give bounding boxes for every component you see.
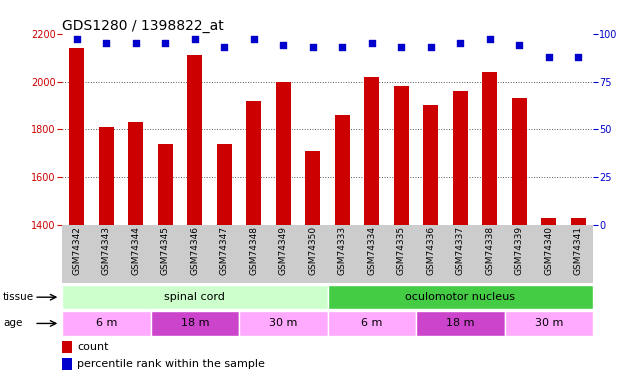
Point <box>396 44 406 50</box>
Text: GSM74343: GSM74343 <box>102 226 111 275</box>
Point <box>485 36 495 42</box>
Bar <box>416 311 504 336</box>
Point <box>544 54 554 60</box>
Text: age: age <box>3 318 22 328</box>
Bar <box>129 122 143 225</box>
Text: GSM74350: GSM74350 <box>309 226 317 275</box>
Point <box>219 44 229 50</box>
Text: GSM74337: GSM74337 <box>456 226 465 275</box>
Text: spinal cord: spinal cord <box>165 292 225 302</box>
Text: tissue: tissue <box>3 292 34 302</box>
Bar <box>99 127 114 225</box>
Point <box>101 40 111 46</box>
Bar <box>62 358 71 370</box>
Text: GSM74345: GSM74345 <box>161 226 170 275</box>
Bar <box>150 311 239 336</box>
Text: GSM74333: GSM74333 <box>338 226 347 275</box>
Bar <box>62 285 328 309</box>
Text: GSM74344: GSM74344 <box>132 226 140 275</box>
Bar <box>512 98 527 225</box>
Text: GSM74334: GSM74334 <box>368 226 376 275</box>
Text: count: count <box>77 342 109 352</box>
Text: 6 m: 6 m <box>96 318 117 328</box>
Text: 30 m: 30 m <box>269 318 297 328</box>
Bar <box>394 86 409 225</box>
Point <box>278 42 288 48</box>
Point <box>249 36 259 42</box>
Point <box>337 44 347 50</box>
Bar <box>328 285 593 309</box>
Text: GSM74338: GSM74338 <box>486 226 494 275</box>
Bar <box>70 48 84 225</box>
Text: 18 m: 18 m <box>181 318 209 328</box>
Bar <box>276 82 291 225</box>
Point <box>160 40 170 46</box>
Bar <box>62 311 150 336</box>
Text: GSM74340: GSM74340 <box>545 226 553 275</box>
Text: GDS1280 / 1398822_at: GDS1280 / 1398822_at <box>62 19 224 33</box>
Text: GSM74342: GSM74342 <box>73 226 81 275</box>
Bar <box>188 55 202 225</box>
Text: oculomotor nucleus: oculomotor nucleus <box>406 292 515 302</box>
Bar <box>335 115 350 225</box>
Text: 6 m: 6 m <box>361 318 383 328</box>
Point <box>72 36 82 42</box>
Bar <box>158 144 173 225</box>
Point <box>573 54 583 60</box>
Bar <box>424 105 438 225</box>
Text: 30 m: 30 m <box>535 318 563 328</box>
Bar <box>328 311 416 336</box>
Text: GSM74346: GSM74346 <box>191 226 199 275</box>
Text: GSM74335: GSM74335 <box>397 226 406 275</box>
Bar <box>483 72 497 225</box>
Bar <box>504 311 593 336</box>
Point <box>455 40 465 46</box>
Bar <box>542 218 556 225</box>
Bar <box>247 101 261 225</box>
Bar <box>453 91 468 225</box>
Text: GSM74341: GSM74341 <box>574 226 582 275</box>
Text: percentile rank within the sample: percentile rank within the sample <box>77 359 265 369</box>
Text: GSM74336: GSM74336 <box>427 226 435 275</box>
Bar <box>365 77 379 225</box>
Point <box>190 36 200 42</box>
Text: GSM74349: GSM74349 <box>279 226 288 275</box>
Point <box>308 44 318 50</box>
Bar <box>62 341 71 352</box>
Text: GSM74347: GSM74347 <box>220 226 229 275</box>
Bar <box>306 151 320 225</box>
Text: GSM74348: GSM74348 <box>250 226 258 275</box>
Bar <box>571 218 586 225</box>
Point <box>131 40 141 46</box>
Text: 18 m: 18 m <box>446 318 474 328</box>
Point <box>367 40 377 46</box>
Bar <box>217 144 232 225</box>
Point <box>426 44 436 50</box>
Bar <box>239 311 327 336</box>
Text: GSM74339: GSM74339 <box>515 226 524 275</box>
Point <box>514 42 524 48</box>
